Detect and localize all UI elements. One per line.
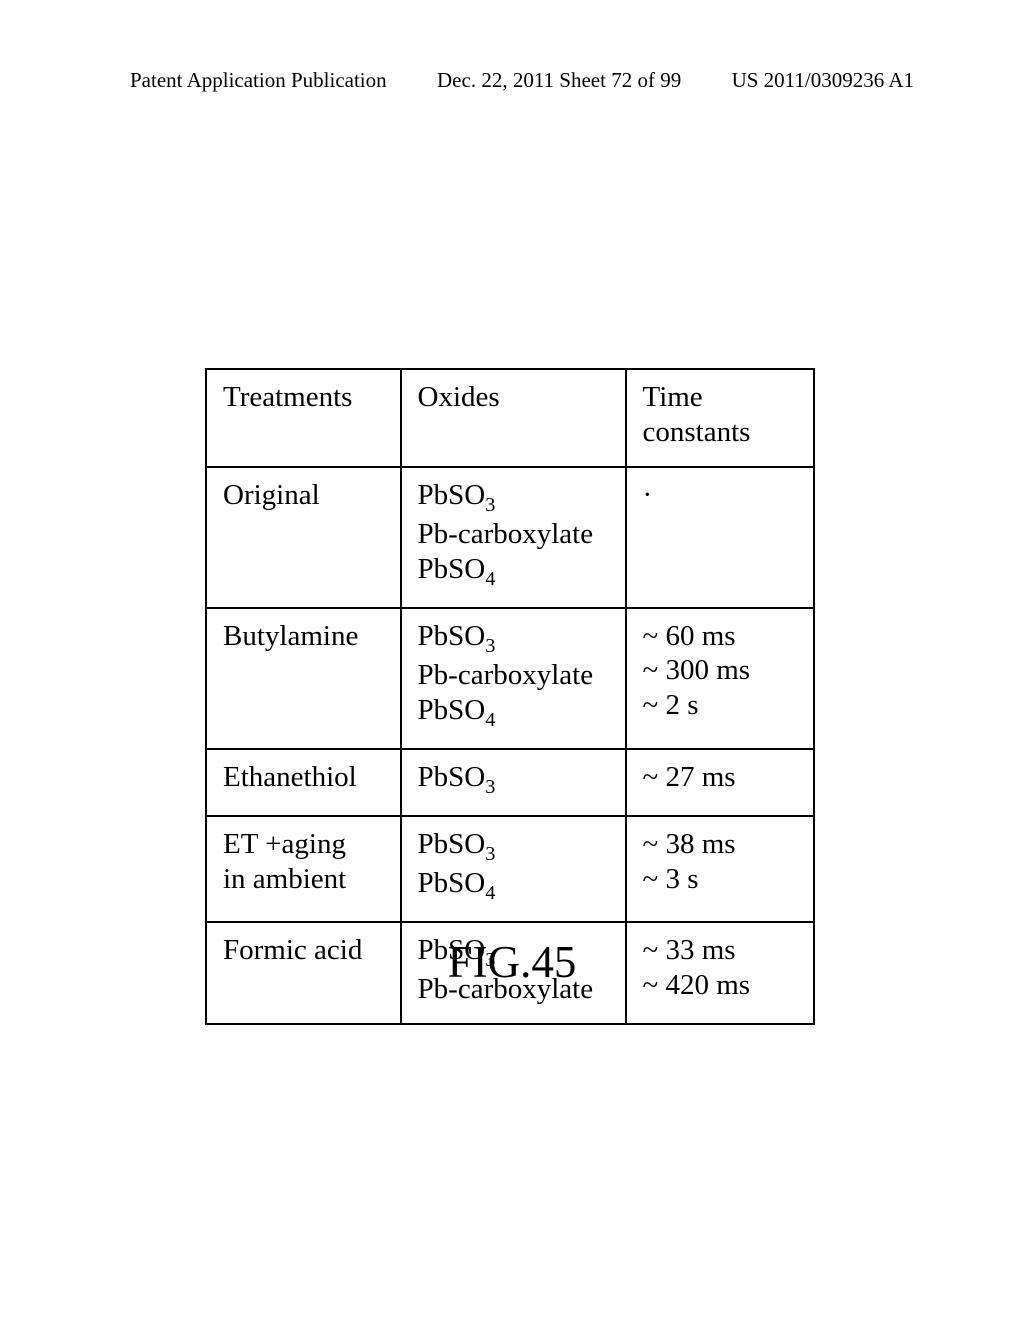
time-text: ·: [643, 479, 653, 511]
column-header-time: Time constants: [626, 369, 815, 467]
time-cell: ~ 38 ms~ 3 s: [626, 816, 815, 922]
time-cell: ·: [626, 467, 815, 608]
time-cell: ~ 60 ms~ 300 ms~ 2 s: [626, 608, 815, 749]
treatment-text: Butylamine: [223, 620, 358, 652]
treatment-cell: ET +agingin ambient: [206, 816, 401, 922]
column-header-oxides: Oxides: [401, 369, 626, 467]
oxides-cell: PbSO3Pb-carboxylatePbSO4: [401, 467, 626, 608]
time-cell: ~ 27 ms: [626, 749, 815, 816]
page-header: Patent Application Publication Dec. 22, …: [0, 68, 1024, 93]
table-row: ET +agingin ambient PbSO3PbSO4 ~ 38 ms~ …: [206, 816, 814, 922]
data-table: Treatments Oxides Time constants Origina…: [205, 368, 815, 1025]
oxides-cell: PbSO3PbSO4: [401, 816, 626, 922]
figure-label: FIG.45: [0, 936, 1024, 988]
table-row: Ethanethiol PbSO3 ~ 27 ms: [206, 749, 814, 816]
treatment-text: Original: [223, 479, 320, 511]
table-row: Original PbSO3Pb-carboxylatePbSO4 ·: [206, 467, 814, 608]
time-text: ~ 2 s: [643, 689, 699, 721]
oxides-cell: PbSO3Pb-carboxylatePbSO4: [401, 608, 626, 749]
treatment-text: Ethanethiol: [223, 761, 357, 793]
header-center-text: Dec. 22, 2011 Sheet 72 of 99: [437, 68, 681, 93]
time-text: ~ 3 s: [643, 863, 699, 895]
column-header-treatments: Treatments: [206, 369, 401, 467]
time-text: ~ 38 ms: [643, 828, 736, 860]
table-header-row: Treatments Oxides Time constants: [206, 369, 814, 467]
treatment-cell: Ethanethiol: [206, 749, 401, 816]
treatment-cell: Butylamine: [206, 608, 401, 749]
time-text: ~ 60 ms: [643, 620, 736, 652]
table-row: Butylamine PbSO3Pb-carboxylatePbSO4 ~ 60…: [206, 608, 814, 749]
time-text: ~ 300 ms: [643, 654, 751, 686]
data-table-container: Treatments Oxides Time constants Origina…: [205, 368, 815, 1025]
treatment-cell: Original: [206, 467, 401, 608]
time-text: ~ 27 ms: [643, 761, 736, 793]
header-left-text: Patent Application Publication: [130, 68, 387, 93]
oxides-cell: PbSO3: [401, 749, 626, 816]
header-right-text: US 2011/0309236 A1: [732, 68, 914, 93]
